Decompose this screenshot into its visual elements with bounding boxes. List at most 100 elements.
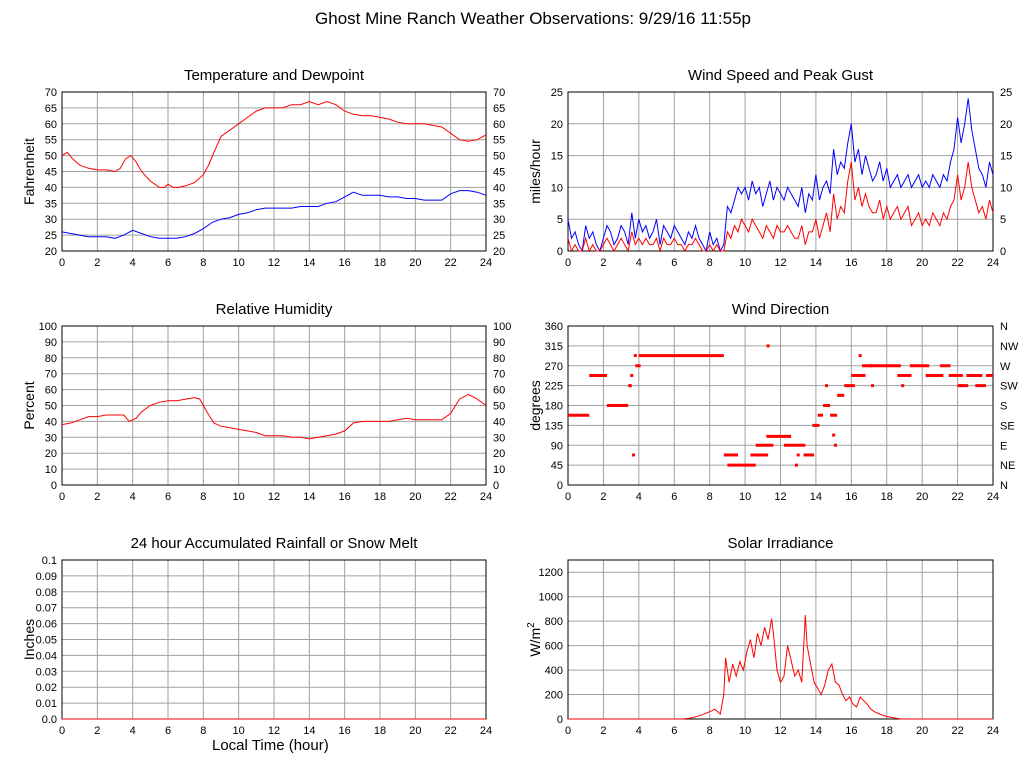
x-tick-label: 24	[480, 491, 492, 503]
y-tick-label-right: 70	[493, 369, 505, 381]
y-tick-label-right: 70	[493, 87, 505, 99]
y-tick-label: 50	[45, 151, 57, 163]
y-tick-label-right: 90	[493, 337, 505, 349]
direction-point	[632, 453, 636, 457]
x-tick-label: 4	[130, 491, 136, 503]
y-tick-label-right: NW	[1000, 341, 1019, 353]
series-line-1	[61, 190, 487, 239]
y-tick-label-right: 60	[493, 385, 505, 397]
x-tick-label: 14	[303, 491, 315, 503]
x-tick-label: 20	[916, 257, 928, 269]
x-tick-label: 10	[739, 491, 751, 503]
x-tick-label: 18	[374, 725, 386, 737]
x-tick-label: 18	[881, 257, 893, 269]
y-tick-label-right: 35	[493, 198, 505, 210]
direction-point	[833, 443, 837, 447]
direction-point	[633, 354, 637, 358]
y-tick-label-right: 50	[493, 151, 505, 163]
x-tick-label: 8	[707, 257, 713, 269]
y-tick-label-right: 0	[493, 480, 499, 492]
chart-title: 24 hour Accumulated Rainfall or Snow Mel…	[131, 535, 419, 552]
y-tick-label: 0.1	[42, 555, 57, 567]
x-tick-label: 18	[881, 725, 893, 737]
x-tick-label: 2	[94, 257, 100, 269]
x-tick-label: 12	[774, 725, 786, 737]
y-tick-label: 30	[45, 214, 57, 226]
y-tick-label-right: 10	[1000, 182, 1012, 194]
x-tick-label: 6	[671, 491, 677, 503]
y-tick-label-right: 20	[1000, 119, 1012, 131]
x-tick-label: 8	[707, 491, 713, 503]
y-tick-label: 90	[45, 337, 57, 349]
x-tick-label: 10	[233, 257, 245, 269]
direction-point	[825, 384, 829, 388]
y-axis-label: miles/hour	[527, 139, 543, 204]
x-tick-label: 4	[130, 257, 136, 269]
x-tick-label: 16	[339, 491, 351, 503]
direction-point	[901, 384, 905, 388]
plot-frame	[567, 325, 994, 486]
y-tick-label-right: 40	[493, 416, 505, 428]
x-tick-label: 16	[845, 257, 857, 269]
x-tick-label: 6	[671, 257, 677, 269]
y-tick-label: 10	[45, 464, 57, 476]
y-tick-label: 0	[51, 480, 57, 492]
x-tick-label: 12	[268, 725, 280, 737]
x-tick-label: 24	[987, 491, 999, 503]
y-tick-label-right: W	[1000, 361, 1011, 373]
y-tick-label-right: 30	[493, 432, 505, 444]
x-tick-label: 4	[636, 491, 642, 503]
x-tick-label: 20	[409, 725, 421, 737]
x-tick-label: 2	[600, 491, 606, 503]
y-tick-label: 15	[551, 151, 563, 163]
y-tick-label-right: N	[1000, 321, 1008, 333]
y-tick-label: 20	[45, 246, 57, 258]
x-tick-label: 24	[987, 725, 999, 737]
y-axis-label: Fahrenheit	[21, 138, 37, 205]
series-line-0	[568, 614, 993, 720]
chart-title: Solar Irradiance	[728, 535, 834, 552]
y-tick-label: 600	[545, 641, 563, 653]
x-tick-label: 4	[130, 725, 136, 737]
x-tick-label: 0	[565, 491, 571, 503]
plot-frame	[567, 559, 994, 720]
y-tick-label: 0.02	[36, 682, 57, 694]
x-tick-label: 12	[774, 257, 786, 269]
chart-title: Relative Humidity	[216, 301, 333, 318]
y-tick-label: 225	[545, 381, 563, 393]
y-tick-label: 0.09	[36, 571, 57, 583]
x-tick-label: 12	[774, 491, 786, 503]
chart-title: Wind Direction	[732, 301, 830, 318]
x-tick-label: 12	[268, 491, 280, 503]
x-tick-label: 8	[200, 491, 206, 503]
y-tick-label: 1200	[539, 567, 563, 579]
y-tick-label-right: 40	[493, 182, 505, 194]
x-tick-label: 24	[480, 257, 492, 269]
x-tick-label: 4	[636, 725, 642, 737]
x-tick-label: 22	[951, 725, 963, 737]
x-tick-label: 22	[445, 725, 457, 737]
x-tick-label: 18	[374, 491, 386, 503]
y-tick-label: 40	[45, 182, 57, 194]
x-tick-label: 10	[739, 725, 751, 737]
y-tick-label: 0.07	[36, 603, 57, 615]
y-tick-label: 45	[45, 167, 57, 179]
x-tick-label: 0	[59, 257, 65, 269]
x-tick-label: 0	[565, 257, 571, 269]
x-tick-label: 24	[480, 725, 492, 737]
x-tick-label: 14	[303, 257, 315, 269]
y-tick-label-right: SE	[1000, 420, 1015, 432]
x-tick-label: 22	[445, 257, 457, 269]
x-tick-label: 6	[165, 725, 171, 737]
x-tick-label: 20	[916, 725, 928, 737]
x-tick-label: 10	[233, 491, 245, 503]
y-tick-label: 800	[545, 616, 563, 628]
y-tick-label: 0.06	[36, 619, 57, 631]
y-tick-label: 55	[45, 135, 57, 147]
y-tick-label-right: 25	[493, 230, 505, 242]
y-tick-label: 45	[551, 460, 563, 472]
